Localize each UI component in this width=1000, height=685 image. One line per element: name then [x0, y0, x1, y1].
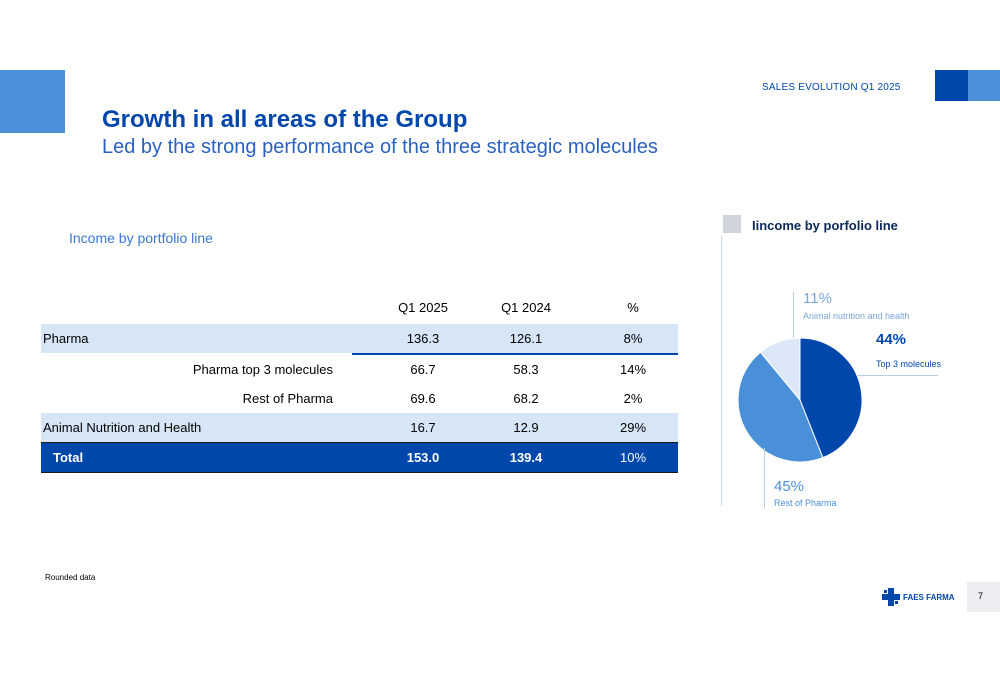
section-label: SALES EVOLUTION Q1 2025 [762, 82, 901, 93]
logo-text: FAES FARMA [903, 592, 955, 602]
chart-title: Iincome by porfolio line [752, 218, 898, 233]
decorative-block-left [0, 70, 65, 133]
column-header-q1-2024: Q1 2024 [501, 300, 551, 315]
pie-slice-rest [737, 351, 824, 463]
cell-q1-2024: 58.3 [513, 362, 539, 377]
income-table: Q1 2025 Q1 2024 % Pharma 136.3 126.1 8% … [41, 294, 678, 473]
slice-label-top3: Top 3 molecules [876, 359, 942, 369]
cell-q1-2024: 126.1 [509, 331, 543, 346]
table-row-pharma-top3: Pharma top 3 molecules 66.7 58.3 14% [41, 355, 678, 384]
pie-chart [737, 337, 863, 463]
row-label: Animal Nutrition and Health [43, 420, 202, 435]
slice-percent-rest: 45% [774, 478, 805, 495]
cell-percent: 8% [623, 331, 643, 346]
row-separator [352, 353, 678, 355]
cell-q1-2024: 139.4 [509, 450, 543, 465]
footnote: Rounded data [45, 573, 96, 582]
decorative-block-right-dark [935, 70, 968, 101]
column-header-q1-2025: Q1 2025 [398, 300, 448, 315]
cross-logo-icon [882, 588, 900, 606]
row-label: Pharma [43, 331, 89, 346]
pie-slice-top3 [799, 337, 863, 459]
table-row-animal-nutrition: Animal Nutrition and Health 16.7 12.9 29… [41, 413, 678, 442]
table-row-rest-of-pharma: Rest of Pharma 69.6 68.2 2% [41, 384, 678, 413]
decorative-block-right-light [968, 70, 1000, 101]
leader-line-top3 [858, 375, 938, 376]
row-separator [41, 442, 678, 443]
page-title: Growth in all areas of the Group [102, 106, 468, 133]
slice-percent-animal: 11% [803, 290, 832, 307]
cell-q1-2025: 16.7 [410, 420, 436, 435]
cell-percent: 14% [619, 362, 647, 377]
page-number: 7 [978, 591, 984, 601]
cell-percent: 10% [619, 450, 647, 465]
cell-q1-2024: 68.2 [513, 391, 539, 406]
table-row-pharma: Pharma 136.3 126.1 8% [41, 324, 678, 353]
page-number-box [967, 582, 1000, 612]
cell-percent: 29% [619, 420, 647, 435]
table-row-total: Total 153.0 139.4 10% [41, 443, 678, 472]
leader-line-animal [793, 292, 794, 338]
row-label: Pharma top 3 molecules [192, 362, 333, 377]
row-label: Rest of Pharma [242, 391, 333, 406]
cell-q1-2024: 12.9 [513, 420, 539, 435]
company-logo: FAES FARMA [882, 588, 955, 606]
row-label: Total [53, 450, 84, 465]
row-separator [41, 472, 678, 473]
cell-q1-2025: 69.6 [410, 391, 436, 406]
cell-q1-2025: 136.3 [406, 331, 440, 346]
leader-line-rest [764, 448, 765, 508]
table-header-row: Q1 2025 Q1 2024 % [41, 294, 678, 324]
column-header-percent: % [627, 300, 639, 315]
chart-divider-line [721, 236, 722, 506]
slice-label-rest: Rest of Pharma [774, 498, 837, 508]
cell-q1-2025: 66.7 [410, 362, 436, 377]
cell-q1-2025: 153.0 [406, 450, 440, 465]
pie-slice-animal [759, 337, 801, 402]
slice-percent-top3: 44% [876, 331, 907, 348]
page-subtitle: Led by the strong performance of the thr… [102, 136, 658, 158]
cell-percent: 2% [623, 391, 643, 406]
slice-label-animal: Animal nutrition and health [803, 311, 910, 321]
table-title: Income by portfolio line [69, 230, 213, 246]
chart-title-marker [723, 215, 741, 233]
